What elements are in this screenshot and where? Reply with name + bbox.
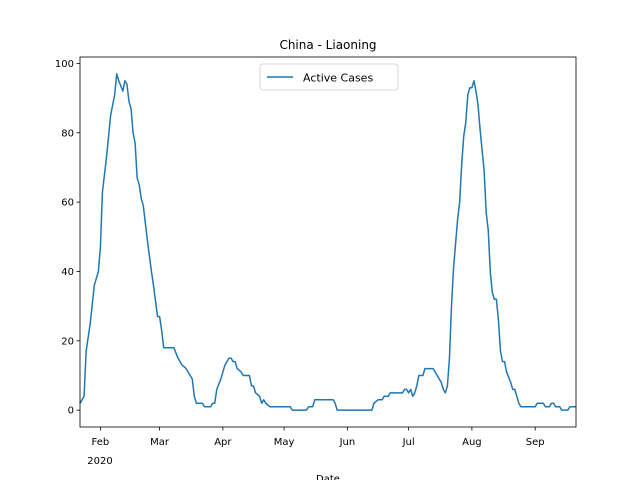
y-tick-label: 80 [61,128,74,139]
y-tick-label: 100 [55,59,74,70]
legend-box [259,63,399,91]
x-tick-label: May [274,437,295,448]
x-tick-label: Jun [339,437,356,448]
x-axis-label: Date [316,474,340,480]
y-tick-label: 20 [61,336,74,347]
y-tick-label: 0 [68,406,74,417]
x-tick-label: Jul [402,437,415,448]
x-tick-label: Aug [462,437,482,448]
x-tick-label: Apr [214,437,232,448]
legend-label: Active Cases [303,72,373,85]
chart-title: China - Liaoning [279,38,376,52]
y-tick-label: 40 [61,267,74,278]
x-tick-label: Feb [92,437,110,448]
data-line [79,73,576,411]
x-offset-label: 2020 [87,456,112,467]
y-tick-label: 60 [61,198,74,209]
x-tick-label: Mar [150,437,170,448]
axes-frame [79,56,577,428]
x-tick-label: Sep [526,437,545,448]
